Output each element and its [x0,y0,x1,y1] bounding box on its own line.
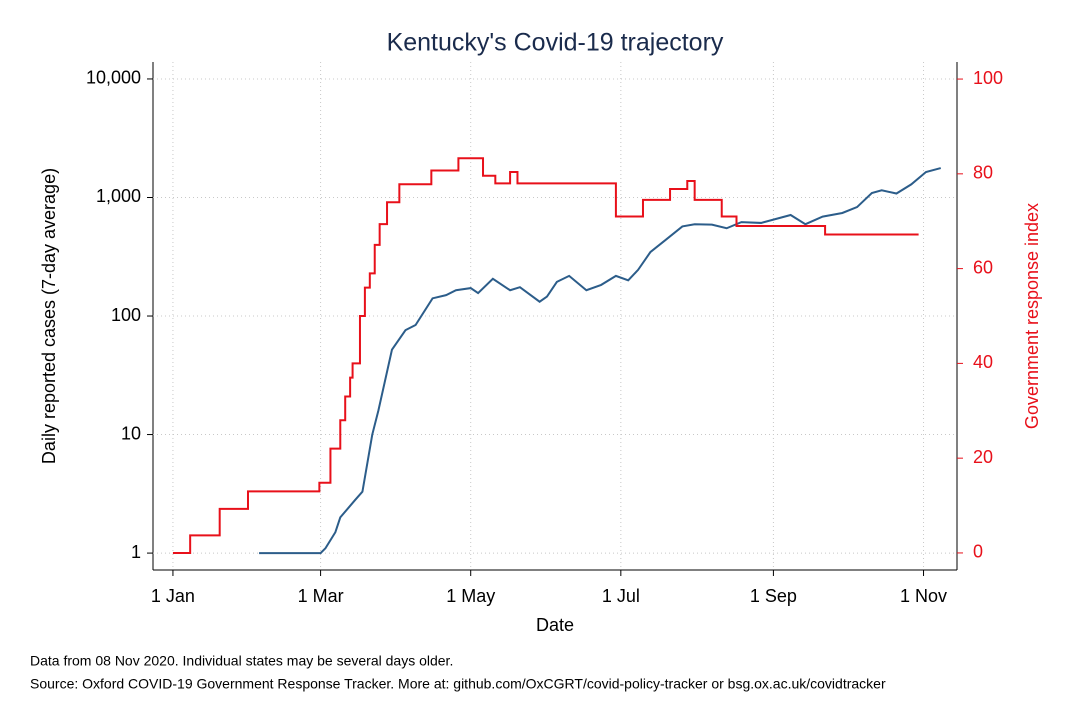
series-line [259,167,942,555]
x-tick-label: 1 May [446,586,495,606]
chart-title: Kentucky's Covid-19 trajectory [387,29,724,57]
x-axis-label: Date [536,615,574,635]
x-tick-label: 1 Jan [151,586,195,606]
y-tick-label: 100 [111,305,141,325]
x-tick-label: 1 Sep [750,586,797,606]
y-axis-label: Daily reported cases (7-day average) [39,168,59,464]
y-tick-label: 1 [131,542,141,562]
x-tick-label: 1 Nov [900,586,947,606]
y2-axis-label: Government response index [1022,203,1042,429]
y-tick-label: 10,000 [86,68,141,88]
y2-tick-label: 40 [973,352,993,372]
note: Data from 08 Nov 2020. Individual states… [30,653,453,669]
y-tick-label: 10 [121,423,141,443]
y2-tick-label: 0 [973,542,983,562]
y2-tick-label: 100 [973,68,1003,88]
y-tick-label: 1,000 [96,186,141,206]
y2-tick-label: 60 [973,257,993,277]
y2-tick-label: 80 [973,163,993,183]
x-tick-label: 1 Mar [298,586,344,606]
series-line [172,157,919,554]
note: Source: Oxford COVID-19 Government Respo… [30,676,886,692]
y2-tick-label: 20 [973,447,993,467]
x-tick-label: 1 Jul [602,586,640,606]
